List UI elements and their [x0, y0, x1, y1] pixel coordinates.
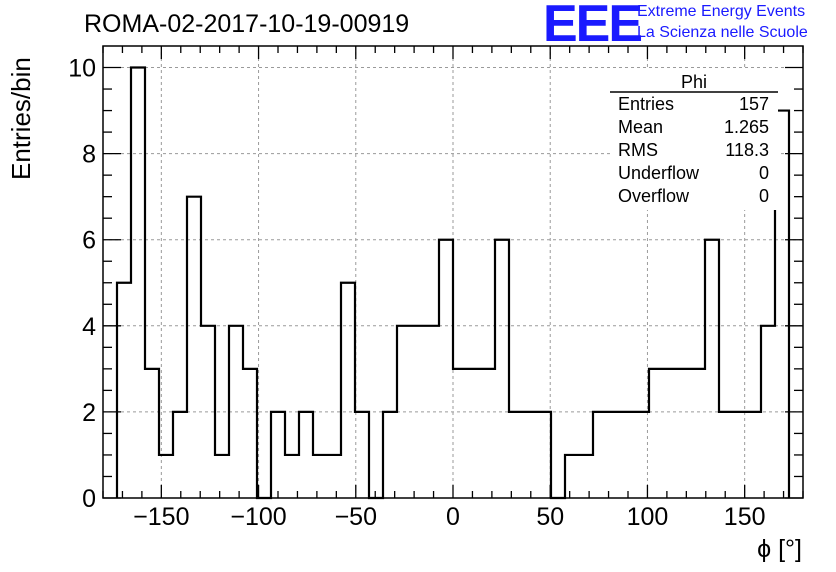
- stats-row-value: 0: [759, 186, 769, 206]
- x-tick-label: −50: [335, 503, 377, 531]
- x-tick-label: 150: [724, 503, 766, 531]
- eee-logo: EEE: [543, 0, 643, 53]
- stats-row-label: Overflow: [618, 186, 690, 206]
- stats-row-value: 0: [759, 163, 769, 183]
- x-tick-labels: −150 −100 −50 0 50 100 150: [133, 503, 765, 531]
- y-tick-label: 6: [82, 227, 96, 255]
- stats-row-value: 118.3: [725, 140, 769, 160]
- x-tick-label: 100: [627, 503, 669, 531]
- stats-row-value: 1.265: [724, 117, 769, 137]
- stats-row-value: 157: [739, 94, 769, 114]
- x-tick-label: −150: [133, 503, 189, 531]
- stats-row-label: Mean: [618, 117, 663, 137]
- x-tick-label: 0: [446, 503, 460, 531]
- histogram-step-line: [115, 66, 791, 500]
- stats-row-label: RMS: [618, 140, 658, 160]
- stats-title: Phi: [681, 72, 707, 92]
- y-tick-label: 10: [68, 55, 96, 83]
- y-axis-label: Entries/bin: [6, 57, 36, 180]
- axis-ticks: [102, 46, 804, 499]
- logo-subtitle-line1: Extreme Energy Events: [637, 3, 806, 20]
- x-tick-label: 50: [536, 503, 564, 531]
- y-tick-label: 2: [82, 399, 96, 427]
- stats-row-label: Underflow: [618, 163, 700, 183]
- stats-row-label: Entries: [618, 94, 674, 114]
- logo-subtitle-line2: La Scienza nelle Scuole: [637, 24, 808, 41]
- y-tick-label: 0: [82, 485, 96, 513]
- y-tick-label: 4: [82, 313, 96, 341]
- stats-box: Phi Entries 157 Mean 1.265 RMS 118.3 Underflow…: [610, 68, 778, 210]
- x-axis-label: ϕ [°]: [757, 535, 802, 563]
- run-title: ROMA-02-2017-10-19-00919: [84, 10, 410, 38]
- x-tick-label: −100: [230, 503, 286, 531]
- y-tick-label: 8: [82, 141, 96, 169]
- y-tick-labels: 0 2 4 6 8 10: [68, 55, 96, 513]
